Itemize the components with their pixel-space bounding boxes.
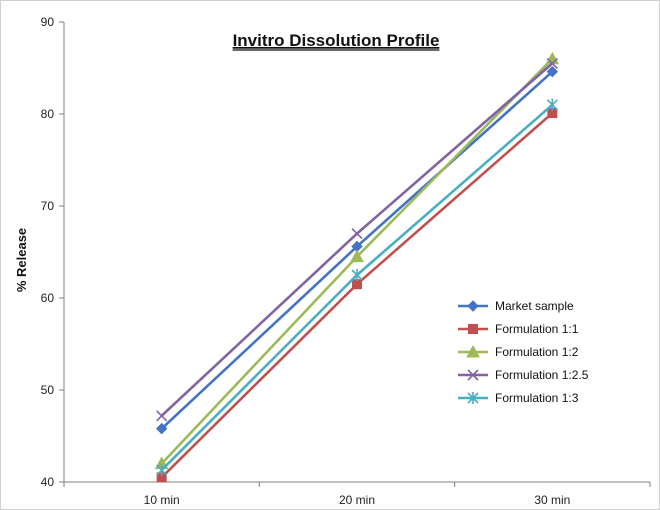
x-tick-label: 20 min <box>339 493 375 507</box>
y-tick-label: 40 <box>41 475 55 489</box>
y-axis-label: % Release <box>14 228 29 292</box>
legend-label: Market sample <box>495 299 574 313</box>
legend-label: Formulation 1:2 <box>495 345 579 359</box>
legend-item: Formulation 1:2 <box>458 344 579 359</box>
series-group <box>156 98 558 477</box>
data-point <box>546 57 558 69</box>
series-layer <box>154 51 560 483</box>
data-point <box>350 249 364 263</box>
data-point <box>156 464 168 477</box>
data-point <box>351 228 363 240</box>
legend-label: Formulation 1:3 <box>495 391 579 405</box>
x-tick-label: 30 min <box>534 493 570 507</box>
legend-item: Formulation 1:1 <box>458 322 579 336</box>
series-group <box>156 57 558 422</box>
y-tick-label: 50 <box>41 383 55 397</box>
y-tick-label: 90 <box>41 15 55 29</box>
data-point <box>546 65 559 78</box>
legend: Market sample Formulation 1:1 Formulation … <box>458 299 589 405</box>
legend-marker <box>467 392 479 404</box>
x-tick-label: 10 min <box>144 493 180 507</box>
legend-label: Formulation 1:1 <box>495 322 579 336</box>
y-tick-label: 80 <box>41 107 55 121</box>
chart-title: Invitro Dissolution Profile <box>233 31 440 50</box>
data-point <box>546 98 558 111</box>
data-point <box>156 410 168 422</box>
data-point <box>351 269 363 281</box>
legend-item: Formulation 1:2.5 <box>458 368 589 382</box>
legend-marker <box>468 324 478 334</box>
legend-marker <box>467 369 479 381</box>
data-point <box>155 422 168 435</box>
legend-item: Formulation 1:3 <box>458 391 579 405</box>
data-point <box>352 279 362 290</box>
legend-marker <box>466 344 480 358</box>
legend-item: Market sample <box>458 299 574 313</box>
legend-marker <box>467 300 479 312</box>
series-group <box>155 65 559 435</box>
legend-label: Formulation 1:2.5 <box>495 368 589 382</box>
y-tick-label: 70 <box>41 199 55 213</box>
y-tick-label: 60 <box>41 291 55 305</box>
